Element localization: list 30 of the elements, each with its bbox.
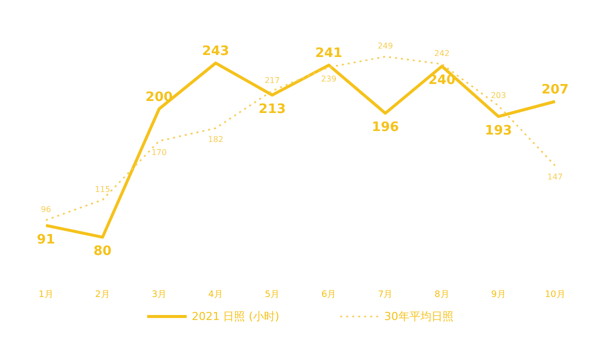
data-label: 115 [94, 184, 110, 194]
data-label: 213 [258, 102, 286, 118]
legend-label: 30年平均日照 [384, 308, 454, 324]
x-tick-label: 4月 [208, 290, 224, 300]
x-tick-label: 9月 [491, 290, 506, 300]
data-label: 147 [547, 172, 563, 182]
data-label: 203 [490, 90, 506, 100]
legend-label: 2021 日照 (小时) [192, 308, 280, 324]
data-label: 196 [372, 120, 399, 136]
x-tick-label: 6月 [321, 290, 336, 300]
data-label: 243 [202, 44, 230, 60]
x-tick-label: 10月 [544, 290, 566, 300]
data-label: 182 [208, 135, 224, 144]
data-label: 249 [378, 42, 393, 51]
data-label: 170 [151, 148, 167, 158]
data-label: 207 [541, 82, 569, 98]
x-tick-label: 8月 [434, 290, 450, 300]
x-tick-label: 3月 [152, 290, 166, 300]
data-label: 80 [93, 244, 112, 260]
data-label: 91 [36, 232, 56, 248]
data-label: 217 [264, 76, 280, 85]
x-tick-label: 1月 [38, 290, 54, 300]
data-label: 239 [321, 74, 336, 84]
data-label: 242 [434, 49, 450, 58]
x-tick-label: 7月 [378, 290, 393, 300]
x-tick-label: 2月 [95, 290, 110, 300]
data-label: 96 [40, 205, 52, 214]
data-label: 241 [315, 46, 342, 62]
x-tick-label: 5月 [264, 290, 280, 300]
data-label: 193 [484, 123, 512, 138]
